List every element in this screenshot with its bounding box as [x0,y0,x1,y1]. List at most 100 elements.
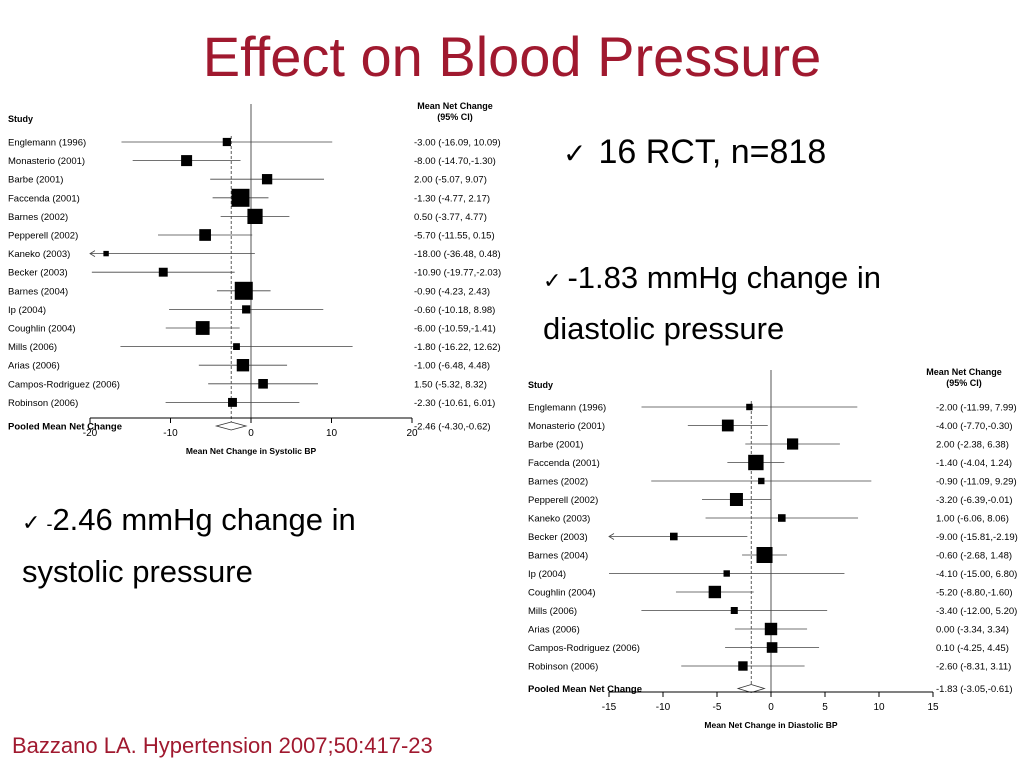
study-effect-value: -4.00 (-7.70,-0.30) [936,421,1013,432]
study-estimate-marker [234,281,253,300]
check-icon: ✓ [543,268,562,293]
study-estimate-marker [730,607,738,614]
study-name: Ip (2004) [8,305,46,316]
study-estimate-marker [228,397,237,407]
slide-title: Effect on Blood Pressure [202,25,822,88]
study-effect-value: -10.90 (-19.77,-2.03) [414,268,501,279]
study-effect-value: -1.40 (-4.04, 1.24) [936,458,1012,469]
bullet-line-2: systolic pressure [22,554,253,589]
study-name: Kaneko (2003) [528,514,590,525]
study-name: Arias (2006) [528,625,580,636]
study-estimate-marker [236,359,250,372]
study-name: Ip (2004) [528,569,566,580]
study-name: Becker (2003) [8,268,68,279]
effect-column-header: Mean Net Change [417,101,493,111]
study-name: Campos-Rodriguez (2006) [528,643,640,654]
study-name: Monasterio (2001) [8,156,85,167]
x-axis-title: Mean Net Change in Diastolic BP [704,720,838,730]
ci-truncation-arrow [608,533,615,540]
study-effect-value: -5.20 (-8.80,-1.60) [936,588,1013,599]
study-effect-value: -1.80 (-16.22, 12.62) [414,342,501,353]
study-name: Kaneko (2003) [8,249,70,260]
study-name: Barbe (2001) [8,175,63,186]
forest-plot-diastolic: Study Mean Net Change(95% CI) Englemann (1… [528,367,1018,730]
study-estimate-marker [738,661,748,671]
study-effect-value: -0.60 (-10.18, 8.98) [414,305,495,316]
bullet-text: 16 RCT, n=818 [598,133,827,171]
study-effect-value: 0.50 (-3.77, 4.77) [414,212,487,223]
study-estimate-marker [729,493,743,506]
study-estimate-marker [758,477,765,485]
study-name: Monasterio (2001) [528,421,605,432]
study-effect-value: -5.70 (-11.55, 0.15) [414,231,495,242]
study-effect-value: -6.00 (-10.59,-1.41) [414,324,496,335]
study-effect-value: -0.90 (-4.23, 2.43) [414,286,490,297]
study-effect-value: -3.00 (-16.09, 10.09) [414,138,501,149]
study-effect-value: -3.20 (-6.39,-0.01) [936,495,1013,506]
study-estimate-marker [721,419,734,432]
effect-column-header-ci: (95% CI) [946,378,982,388]
x-tick-label: 0 [768,702,774,713]
study-effect-value: -3.40 (-12.00, 5.20) [936,606,1017,617]
study-effect-value: 2.00 (-2.38, 6.38) [936,440,1009,451]
x-tick-label: -20 [83,428,98,439]
study-estimate-marker [258,379,268,389]
study-name: Campos-Rodriguez (2006) [8,379,120,390]
study-effect-value: 0.00 (-3.34, 3.34) [936,625,1009,636]
pooled-label: Pooled Mean Net Change [8,422,122,433]
study-estimate-marker [195,321,210,335]
bullet-lead-minus: - [46,514,53,534]
study-effect-value: -9.00 (-15.81,-2.19) [936,532,1018,543]
study-estimate-marker [746,403,753,411]
bullet-line-2: diastolic pressure [543,311,785,346]
x-tick-label: 20 [406,428,418,439]
check-icon: ✓ [563,138,587,169]
study-name: Barnes (2002) [528,477,588,488]
study-estimate-marker [181,155,193,167]
study-estimate-marker [756,547,773,563]
study-effect-value: -18.00 (-36.48, 0.48) [414,249,501,260]
pooled-effect-value: -1.83 (-3.05,-0.61) [936,684,1013,695]
study-estimate-marker [261,174,273,185]
study-estimate-marker [158,267,168,277]
study-estimate-marker [199,229,211,241]
study-estimate-marker [231,188,250,207]
study-effect-value: 1.50 (-5.32, 8.32) [414,379,487,390]
x-tick-label: 0 [248,428,254,439]
study-name: Mills (2006) [528,606,577,617]
bullet-line-1: 2.46 mmHg change in [52,502,356,537]
study-name: Faccenda (2001) [528,458,600,469]
study-effect-value: -2.60 (-8.31, 3.11) [936,662,1011,673]
x-axis-title: Mean Net Change in Systolic BP [186,446,317,456]
study-effect-value: -4.10 (-15.00, 6.80) [936,569,1017,580]
effect-column-header-ci: (95% CI) [437,112,473,122]
study-estimate-marker [708,585,722,599]
study-name: Arias (2006) [8,361,60,372]
bullet-diastolic: ✓ -1.83 mmHg change in diastolic pressure [543,254,881,353]
study-name: Faccenda (2001) [8,193,80,204]
study-column-header: Study [8,114,33,124]
bullet-rct-count: ✓ 16 RCT, n=818 [563,128,826,178]
check-icon: ✓ [22,510,41,535]
bullet-line-1: -1.83 mmHg change in [567,260,882,295]
study-effect-value: -1.30 (-4.77, 2.17) [414,193,490,204]
study-column-header: Study [528,380,553,390]
study-estimate-marker [723,570,730,577]
pooled-effect-value: -2.46 (-4.30,-0.62) [414,422,491,433]
study-name: Coughlin (2004) [8,324,76,335]
study-name: Becker (2003) [528,532,588,543]
study-name: Barnes (2002) [8,212,68,223]
study-effect-value: -0.60 (-2.68, 1.48) [936,551,1012,562]
x-tick-label: -5 [713,702,722,713]
x-tick-label: -10 [656,702,671,713]
study-effect-value: 0.10 (-4.25, 4.45) [936,643,1009,654]
x-tick-label: 15 [927,702,939,713]
bullet-systolic: ✓ -2.46 mmHg change in systolic pressure [22,496,356,596]
study-name: Coughlin (2004) [528,588,596,599]
pooled-diamond [214,421,248,431]
study-name: Mills (2006) [8,342,57,353]
study-name: Barnes (2004) [528,551,588,562]
study-estimate-marker [103,250,109,257]
study-estimate-marker [670,532,678,541]
study-effect-value: -2.30 (-10.61, 6.01) [414,398,495,409]
